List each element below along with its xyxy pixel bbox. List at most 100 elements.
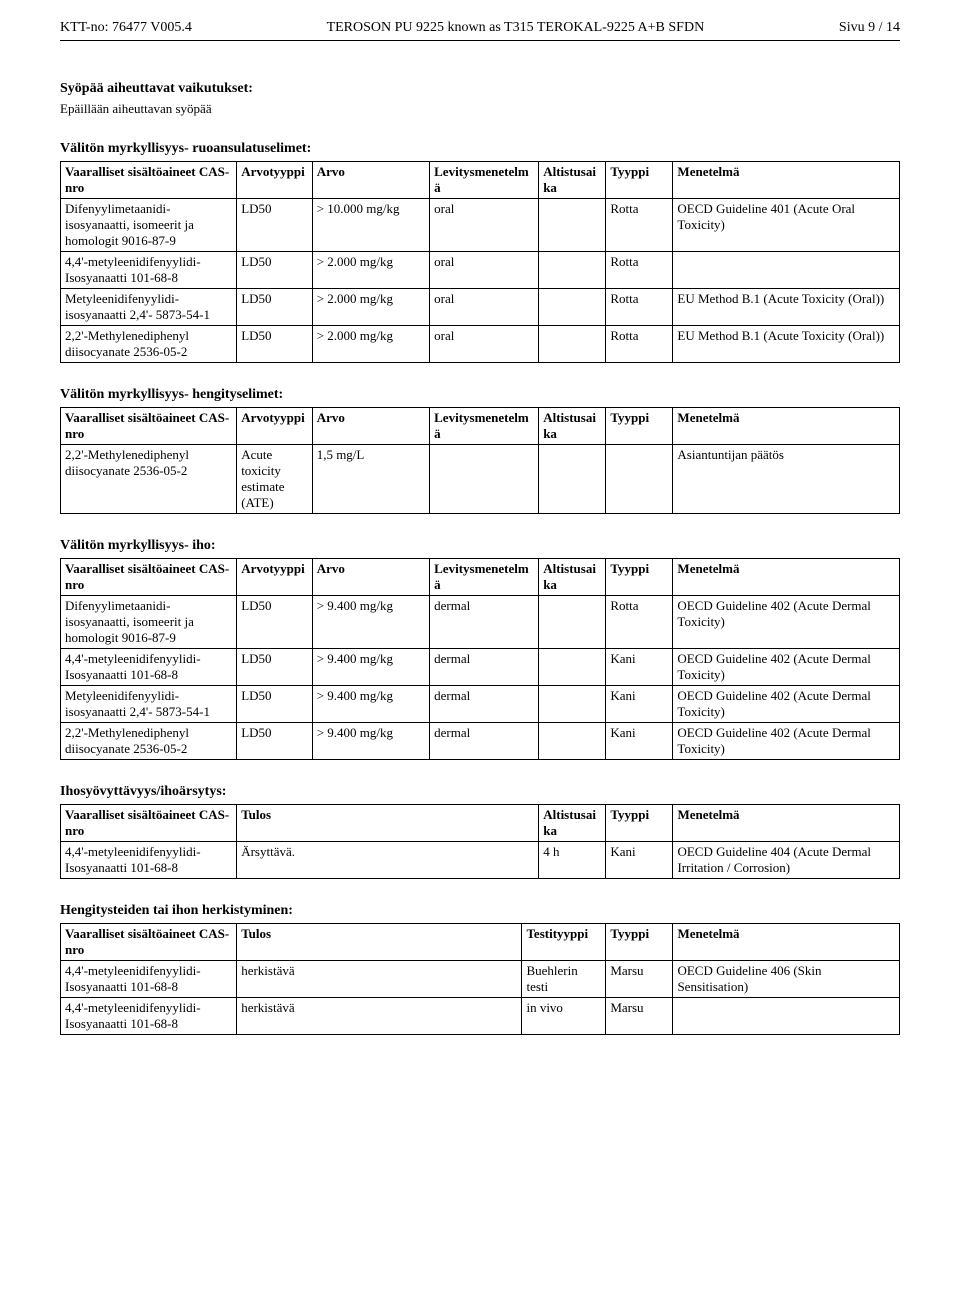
cell: 2,2'-Methylenediphenyl diisocyanate 2536… <box>61 326 237 363</box>
th-substance: Vaaralliset sisältöaineet CAS-nro <box>61 559 237 596</box>
cell: dermal <box>430 596 539 649</box>
th-type: Tyyppi <box>606 408 673 445</box>
table-row: 4,4'-metyleenidifenyylidi-Isosyanaatti 1… <box>61 998 900 1035</box>
cell: 4,4'-metyleenidifenyylidi-Isosyanaatti 1… <box>61 649 237 686</box>
cell: Kani <box>606 842 673 879</box>
th-exposure: Altistusaika <box>539 408 606 445</box>
cell: OECD Guideline 406 (Skin Sensitisation) <box>673 961 900 998</box>
th-delivery: Levitysmenetelmä <box>430 162 539 199</box>
th-valuetype: Arvotyyppi <box>237 559 313 596</box>
cell <box>539 289 606 326</box>
cell: herkistävä <box>237 998 522 1035</box>
cell: Difenyylimetaanidi-isosyanaatti, isomeer… <box>61 596 237 649</box>
cell: 1,5 mg/L <box>312 445 429 514</box>
th-valuetype: Arvotyyppi <box>237 162 313 199</box>
table-dermal: Vaaralliset sisältöaineet CAS-nro Arvoty… <box>60 558 900 760</box>
cell: Marsu <box>606 961 673 998</box>
table-corrosion: Vaaralliset sisältöaineet CAS-nro Tulos … <box>60 804 900 879</box>
table-row: 4,4'-metyleenidifenyylidi-Isosyanaatti 1… <box>61 649 900 686</box>
cell: oral <box>430 252 539 289</box>
th-exposure: Altistusaika <box>539 805 606 842</box>
table-header-row: Vaaralliset sisältöaineet CAS-nro Arvoty… <box>61 559 900 596</box>
th-type: Tyyppi <box>606 805 673 842</box>
cell: Metyleenidifenyylidi-isosyanaatti 2,4'- … <box>61 289 237 326</box>
section-title-cancer: Syöpää aiheuttavat vaikutukset: <box>60 81 900 97</box>
cell: Rotta <box>606 289 673 326</box>
table-header-row: Vaaralliset sisältöaineet CAS-nro Tulos … <box>61 924 900 961</box>
cell: Asiantuntijan päätös <box>673 445 900 514</box>
section-title-sensitisation: Hengitysteiden tai ihon herkistyminen: <box>60 903 900 919</box>
cell: oral <box>430 326 539 363</box>
cell: LD50 <box>237 649 313 686</box>
cell: Buehlerin testi <box>522 961 606 998</box>
table-row: 2,2'-Methylenediphenyl diisocyanate 2536… <box>61 445 900 514</box>
cell: oral <box>430 289 539 326</box>
cell: > 9.400 mg/kg <box>312 649 429 686</box>
cell: OECD Guideline 402 (Acute Dermal Toxicit… <box>673 723 900 760</box>
th-exposure: Altistusaika <box>539 559 606 596</box>
cell: OECD Guideline 402 (Acute Dermal Toxicit… <box>673 686 900 723</box>
th-testtype: Testityyppi <box>522 924 606 961</box>
th-type: Tyyppi <box>606 559 673 596</box>
page-header: KTT-no: 76477 V005.4 TEROSON PU 9225 kno… <box>60 20 900 36</box>
cell: > 9.400 mg/kg <box>312 686 429 723</box>
cell <box>539 252 606 289</box>
cell: LD50 <box>237 199 313 252</box>
cell: > 2.000 mg/kg <box>312 289 429 326</box>
th-substance: Vaaralliset sisältöaineet CAS-nro <box>61 924 237 961</box>
table-row: 4,4'-metyleenidifenyylidi-Isosyanaatti 1… <box>61 842 900 879</box>
cell: > 2.000 mg/kg <box>312 326 429 363</box>
cell: Kani <box>606 686 673 723</box>
cell <box>539 596 606 649</box>
cell <box>539 199 606 252</box>
cell: Rotta <box>606 596 673 649</box>
cell <box>673 998 900 1035</box>
cell: Rotta <box>606 252 673 289</box>
cell: herkistävä <box>237 961 522 998</box>
th-method: Menetelmä <box>673 805 900 842</box>
table-header-row: Vaaralliset sisältöaineet CAS-nro Tulos … <box>61 805 900 842</box>
cell <box>606 445 673 514</box>
th-substance: Vaaralliset sisältöaineet CAS-nro <box>61 408 237 445</box>
cell <box>539 326 606 363</box>
header-rule <box>60 40 900 41</box>
cell: Ärsyttävä. <box>237 842 539 879</box>
section-subtext-cancer: Epäillään aiheuttavan syöpää <box>60 101 900 117</box>
table-row: Metyleenidifenyylidi-isosyanaatti 2,4'- … <box>61 686 900 723</box>
th-method: Menetelmä <box>673 559 900 596</box>
cell: 4,4'-metyleenidifenyylidi-Isosyanaatti 1… <box>61 961 237 998</box>
table-row: 4,4'-metyleenidifenyylidi-Isosyanaatti 1… <box>61 252 900 289</box>
cell <box>539 649 606 686</box>
cell <box>539 686 606 723</box>
cell: 2,2'-Methylenediphenyl diisocyanate 2536… <box>61 723 237 760</box>
section-title-oral: Välitön myrkyllisyys- ruoansulatuselimet… <box>60 141 900 157</box>
cell: LD50 <box>237 686 313 723</box>
cell: in vivo <box>522 998 606 1035</box>
cell: OECD Guideline 404 (Acute Dermal Irritat… <box>673 842 900 879</box>
cell: LD50 <box>237 252 313 289</box>
cell: LD50 <box>237 326 313 363</box>
th-exposure: Altistusaika <box>539 162 606 199</box>
cell: LD50 <box>237 289 313 326</box>
cell: Acute toxicity estimate (ATE) <box>237 445 313 514</box>
th-value: Arvo <box>312 162 429 199</box>
cell: oral <box>430 199 539 252</box>
cell <box>430 445 539 514</box>
header-left: KTT-no: 76477 V005.4 <box>60 20 192 36</box>
table-oral: Vaaralliset sisältöaineet CAS-nro Arvoty… <box>60 161 900 363</box>
table-row: 4,4'-metyleenidifenyylidi-Isosyanaatti 1… <box>61 961 900 998</box>
cell: LD50 <box>237 596 313 649</box>
section-title-dermal: Välitön myrkyllisyys- iho: <box>60 538 900 554</box>
cell: Metyleenidifenyylidi-isosyanaatti 2,4'- … <box>61 686 237 723</box>
cell: OECD Guideline 402 (Acute Dermal Toxicit… <box>673 596 900 649</box>
table-sensitisation: Vaaralliset sisältöaineet CAS-nro Tulos … <box>60 923 900 1035</box>
cell: Rotta <box>606 326 673 363</box>
th-result: Tulos <box>237 805 539 842</box>
table-row: Difenyylimetaanidi-isosyanaatti, isomeer… <box>61 596 900 649</box>
header-right: Sivu 9 / 14 <box>839 20 900 36</box>
cell: Kani <box>606 723 673 760</box>
table-header-row: Vaaralliset sisältöaineet CAS-nro Arvoty… <box>61 408 900 445</box>
cell: 4,4'-metyleenidifenyylidi-Isosyanaatti 1… <box>61 998 237 1035</box>
table-inhal: Vaaralliset sisältöaineet CAS-nro Arvoty… <box>60 407 900 514</box>
section-title-inhal: Välitön myrkyllisyys- hengityselimet: <box>60 387 900 403</box>
